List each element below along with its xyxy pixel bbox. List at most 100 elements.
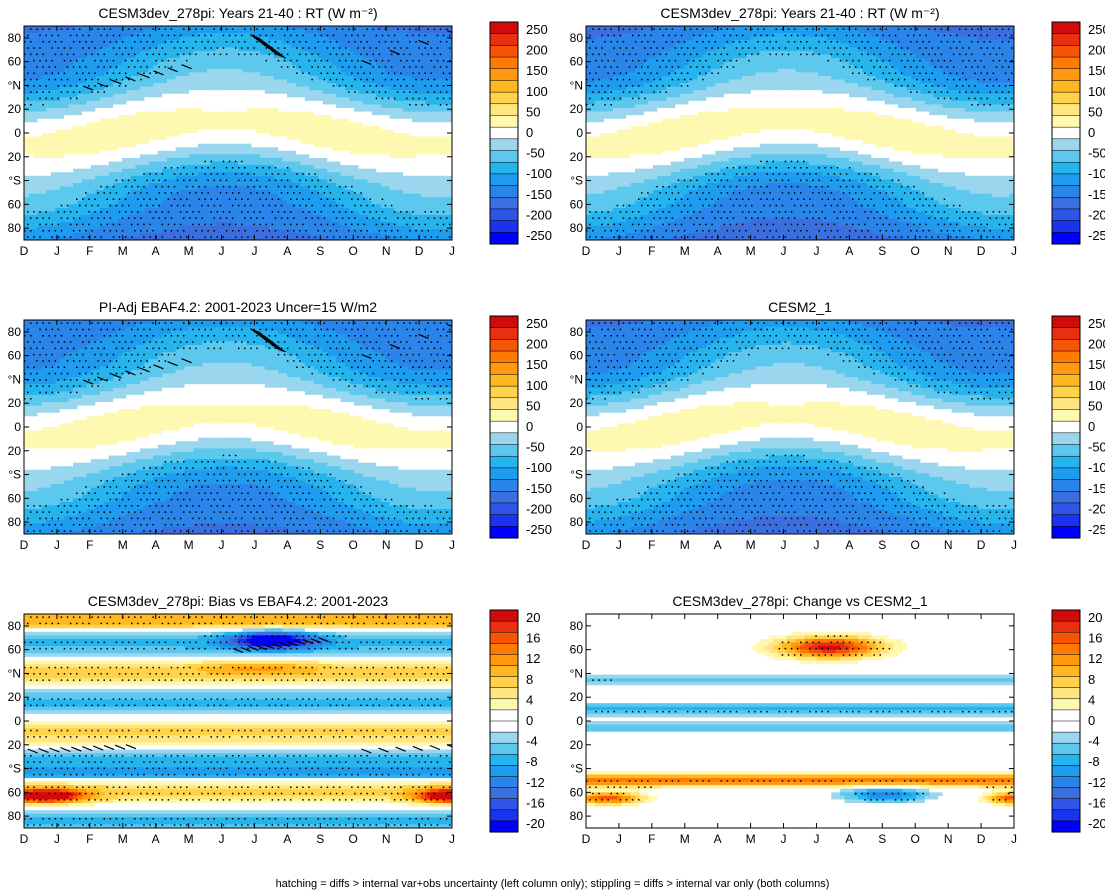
heatmap-cell xyxy=(242,93,248,98)
heatmap-cell xyxy=(309,93,315,98)
heatmap-cell xyxy=(242,168,248,173)
heatmap-cell xyxy=(246,204,252,209)
heatmap-cell xyxy=(411,154,417,159)
heatmap-cell xyxy=(389,75,395,81)
heatmap-cell xyxy=(367,125,373,131)
heatmap-cell xyxy=(122,26,128,31)
heatmap-cell xyxy=(153,147,159,152)
heatmap-cell xyxy=(95,58,101,63)
heatmap-cell xyxy=(41,204,47,209)
heatmap-cell xyxy=(50,58,56,63)
heatmap-cell xyxy=(184,68,190,73)
heatmap-cell xyxy=(175,83,181,88)
heatmap-cell xyxy=(269,133,275,138)
heatmap-cell xyxy=(300,204,306,209)
heatmap-cell xyxy=(376,97,382,102)
heatmap-cell xyxy=(425,61,431,66)
heatmap-cell xyxy=(420,108,426,113)
heatmap-cell xyxy=(264,58,270,63)
heatmap-cell xyxy=(313,157,319,163)
heatmap-cell xyxy=(295,68,302,73)
heatmap-cell xyxy=(157,115,163,120)
heatmap-cell xyxy=(362,111,368,116)
heatmap-cell xyxy=(86,161,92,166)
heatmap-cell xyxy=(233,168,239,173)
heatmap-cell xyxy=(104,179,110,184)
heatmap-cell xyxy=(322,122,328,127)
heatmap-cell xyxy=(295,104,302,109)
heatmap-cell xyxy=(282,72,288,77)
heatmap-cell xyxy=(64,150,70,155)
heatmap-cell xyxy=(139,47,145,52)
heatmap-cell xyxy=(233,104,239,109)
heatmap-cell xyxy=(139,165,145,170)
heatmap-cell xyxy=(376,140,382,145)
heatmap-cell xyxy=(188,168,195,173)
heatmap-cell xyxy=(309,157,315,163)
heatmap-cell xyxy=(264,154,270,159)
heatmap-cell xyxy=(55,179,61,184)
heatmap-cell xyxy=(50,111,56,116)
heatmap-cell xyxy=(336,33,342,38)
heatmap-cell xyxy=(327,90,333,95)
heatmap-cell xyxy=(429,68,435,73)
heatmap-cell xyxy=(380,190,386,195)
heatmap-cell xyxy=(407,29,413,34)
heatmap-cell xyxy=(402,75,409,81)
heatmap-cell xyxy=(90,118,96,123)
heatmap-cell xyxy=(407,86,413,91)
heatmap-cell xyxy=(300,186,306,191)
heatmap-cell xyxy=(269,61,275,66)
heatmap-cell xyxy=(260,129,266,134)
heatmap-cell xyxy=(135,54,141,59)
heatmap-cell xyxy=(385,200,391,205)
heatmap-cell xyxy=(238,50,244,56)
heatmap-cell xyxy=(331,129,337,134)
heatmap-cell xyxy=(295,90,302,95)
heatmap-cell xyxy=(398,104,404,109)
heatmap-cell xyxy=(309,100,315,106)
heatmap-cell xyxy=(224,122,230,127)
heatmap-cell xyxy=(37,207,43,213)
heatmap-cell xyxy=(64,97,70,102)
heatmap-cell xyxy=(287,147,293,152)
heatmap-cell xyxy=(251,108,257,113)
heatmap-cell xyxy=(313,193,319,198)
heatmap-cell xyxy=(202,72,208,77)
heatmap-cell xyxy=(73,65,79,70)
heatmap-cell xyxy=(313,165,319,170)
heatmap-cell xyxy=(300,97,306,102)
heatmap-cell xyxy=(251,65,257,70)
heatmap-cell xyxy=(362,97,368,102)
heatmap-cell xyxy=(46,104,52,109)
heatmap-cell xyxy=(407,54,413,59)
heatmap-cell xyxy=(287,75,293,81)
heatmap-cell xyxy=(139,115,145,120)
heatmap-cell xyxy=(193,172,199,177)
heatmap-cell xyxy=(304,147,310,152)
heatmap-cell xyxy=(24,54,30,59)
heatmap-cell xyxy=(188,161,195,166)
heatmap-cell xyxy=(389,118,395,123)
heatmap-cell xyxy=(260,161,266,166)
heatmap-cell xyxy=(224,104,230,109)
heatmap-cell xyxy=(407,72,413,77)
heatmap-cell xyxy=(407,136,413,141)
heatmap-cell xyxy=(380,40,386,45)
heatmap-cell xyxy=(238,190,244,195)
heatmap-cell xyxy=(180,190,186,195)
heatmap-cell xyxy=(193,65,199,70)
heatmap-cell xyxy=(77,161,83,166)
heatmap-cell xyxy=(353,175,359,180)
heatmap-cell xyxy=(362,154,368,159)
heatmap-cell xyxy=(157,90,163,95)
heatmap-cell xyxy=(385,65,391,70)
heatmap-cell xyxy=(126,54,132,59)
heatmap-cell xyxy=(260,143,266,148)
heatmap-cell xyxy=(175,61,181,66)
heatmap-cell xyxy=(251,72,257,77)
heatmap-cell xyxy=(340,140,346,145)
heatmap-cell xyxy=(211,143,217,148)
heatmap-cell xyxy=(327,165,333,170)
heatmap-cell xyxy=(246,54,252,59)
